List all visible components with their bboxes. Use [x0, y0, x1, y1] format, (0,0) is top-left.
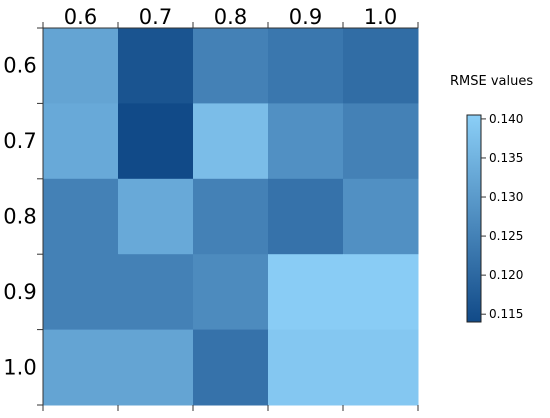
heatmap-cell	[343, 254, 419, 331]
x-tick-label: 1.0	[364, 5, 397, 29]
legend-tick-label: 0.115	[489, 307, 523, 321]
heatmap-cell	[268, 178, 344, 255]
y-tick-label: 0.6	[3, 54, 36, 78]
heatmap-cells	[43, 28, 419, 406]
y-axis: 0.6 0.7 0.8 0.9 1.0	[3, 27, 43, 406]
heatmap-cell	[193, 329, 269, 406]
y-tick-label: 0.7	[3, 129, 36, 153]
x-tick-label: 0.7	[139, 5, 172, 29]
x-tick-label: 0.6	[64, 5, 97, 29]
heatmap-cell	[118, 254, 194, 331]
heatmap-cell	[43, 103, 119, 180]
heatmap-cell	[343, 28, 419, 104]
heatmap-cell	[193, 178, 269, 255]
y-tick-label: 1.0	[3, 355, 36, 379]
y-tick-label: 0.8	[3, 205, 36, 229]
legend-tick-label: 0.140	[489, 112, 523, 126]
heatmap-cell	[268, 103, 344, 180]
x-tick-label: 0.9	[289, 5, 322, 29]
heatmap-cell	[193, 28, 269, 104]
legend-tick-label: 0.135	[489, 151, 523, 165]
legend-tick-label: 0.125	[489, 229, 523, 243]
x-tick-label: 0.8	[214, 5, 247, 29]
heatmap-cell	[118, 178, 194, 255]
heatmap-cell	[43, 28, 119, 104]
heatmap-cell	[43, 254, 119, 331]
heatmap-cell	[268, 28, 344, 104]
heatmap-cell	[43, 178, 119, 255]
plot-frame	[42, 27, 418, 409]
x-axis: 0.6 0.7 0.8 0.9 1.0	[42, 5, 419, 411]
heatmap-cell	[118, 329, 194, 406]
legend-colorbar	[466, 114, 482, 323]
heatmap-cell	[268, 254, 344, 331]
heatmap-cell	[343, 178, 419, 255]
legend-ticks: 0.115 0.120 0.125 0.130 0.135 0.140	[481, 112, 523, 321]
y-tick-label: 0.9	[3, 280, 36, 304]
heatmap-cell	[43, 329, 119, 406]
heatmap-cell	[343, 329, 419, 406]
legend-tick-label: 0.120	[489, 268, 523, 282]
heatmap-cell	[118, 103, 194, 180]
heatmap-cell	[118, 28, 194, 104]
heatmap-cell	[343, 103, 419, 180]
legend-tick-label: 0.130	[489, 190, 523, 204]
heatmap-cell	[193, 103, 269, 180]
heatmap-cell	[268, 329, 344, 406]
legend-title: RMSE values	[450, 74, 533, 89]
heatmap-cell	[193, 254, 269, 331]
